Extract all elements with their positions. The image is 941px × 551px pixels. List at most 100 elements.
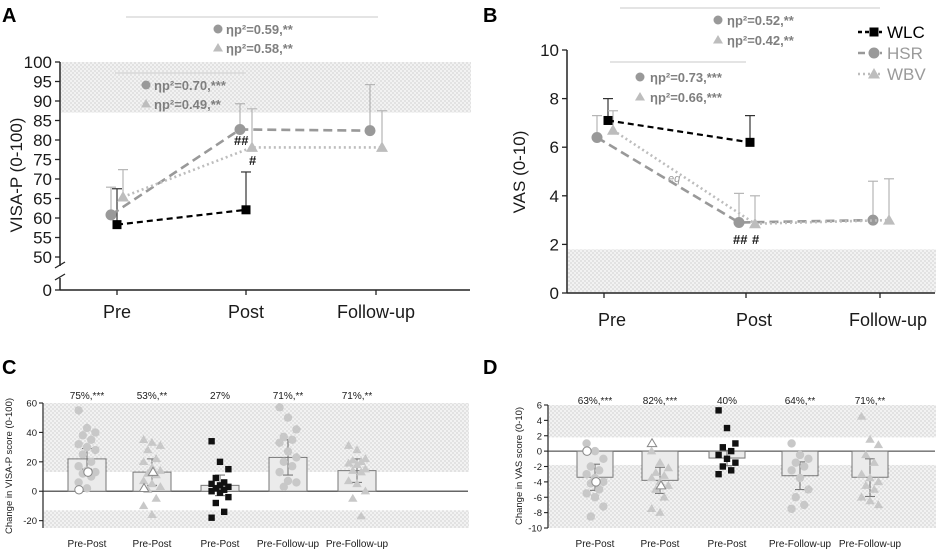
data-point	[348, 493, 358, 502]
data-point	[208, 488, 215, 495]
data-point-open	[591, 477, 601, 487]
data-point-wbv	[246, 141, 258, 152]
x-tick-label: Pre	[103, 302, 131, 322]
legend-symbol-hsr	[141, 80, 151, 90]
legend-symbol-wbv	[868, 68, 880, 79]
y-tick-label: 10	[540, 41, 559, 60]
legend-symbol-wbv	[635, 92, 645, 101]
data-point	[74, 406, 83, 415]
data-point	[138, 501, 149, 510]
x-tick-label: Pre-Post	[708, 539, 747, 550]
y-tick-label: 0	[550, 284, 559, 303]
reference-band-lower	[44, 510, 469, 528]
y-tick-label: 0	[32, 487, 37, 498]
axis-break-mark	[54, 273, 66, 281]
y-axis-title: VAS (0-10)	[510, 131, 529, 214]
data-point	[646, 504, 657, 512]
data-point-wbv	[376, 141, 388, 152]
legend-symbol-wbv	[713, 35, 723, 44]
data-point	[719, 444, 726, 451]
legend-symbol-wbv	[141, 99, 151, 108]
y-tick-label: -8	[534, 508, 542, 519]
x-tick-label: Pre-Post	[641, 539, 680, 550]
data-point-hsr	[364, 125, 376, 137]
chart-c: -20 0 20 40 60 Change in VISA-P score (0-100)…	[4, 391, 469, 550]
y-tick-label: -10	[528, 524, 542, 535]
data-point	[663, 463, 674, 472]
data-point	[279, 457, 288, 467]
data-point	[795, 450, 805, 460]
data-point-wbv	[749, 217, 761, 229]
data-point	[360, 486, 371, 495]
y-tick-label: 4	[550, 187, 559, 206]
data-point	[283, 447, 293, 456]
data-point	[288, 435, 297, 444]
data-point	[155, 465, 166, 474]
data-point-hsr	[105, 209, 117, 221]
y-tick-label: 0	[537, 447, 542, 458]
data-point	[221, 508, 228, 516]
data-point	[791, 458, 800, 467]
panel-label-c: C	[2, 357, 16, 379]
data-point	[856, 411, 867, 420]
response-label: 75%,***	[70, 391, 105, 402]
data-point	[865, 473, 875, 482]
y-tick-label: 80	[33, 131, 52, 150]
legend-label-hsr: HSR	[887, 44, 923, 63]
data-point	[856, 469, 867, 478]
data-point	[352, 479, 362, 488]
panel-label-d: D	[483, 357, 497, 379]
x-tick-label: Pre-Post	[133, 539, 172, 550]
data-point-wbv	[607, 124, 619, 135]
data-point	[78, 450, 88, 459]
data-point	[212, 499, 219, 507]
y-tick-label: 60	[26, 399, 37, 410]
data-point-wlc	[112, 220, 122, 230]
y-tick-label: 95	[33, 73, 52, 92]
response-label: 64%,**	[785, 396, 816, 407]
response-label: 71%,**	[855, 396, 886, 407]
y-tick-label: 90	[33, 92, 52, 111]
data-point-open	[74, 485, 84, 495]
data-point	[356, 457, 366, 466]
x-tick-label: Pre-Post	[576, 539, 615, 550]
panel-label-b: B	[483, 5, 497, 27]
data-point	[787, 504, 796, 513]
data-point	[208, 480, 215, 488]
data-point	[655, 457, 665, 466]
x-tick-label: Pre-Follow-up	[326, 539, 389, 550]
data-point	[590, 446, 600, 456]
data-point-open	[655, 480, 667, 490]
data-point	[82, 423, 92, 433]
legend-symbol-hsr	[213, 24, 223, 34]
data-point	[74, 462, 83, 471]
data-point	[225, 483, 232, 491]
x-tick-label: Pre-Follow-up	[839, 539, 902, 550]
data-point	[599, 477, 608, 487]
y-tick-label: 4	[537, 416, 542, 427]
data-point	[651, 467, 661, 476]
significance-mark: ##	[234, 133, 249, 148]
data-point-open	[83, 467, 93, 477]
data-point	[861, 481, 871, 489]
data-point-wlc	[241, 205, 251, 215]
data-point	[216, 482, 224, 489]
data-point	[715, 451, 722, 459]
data-point	[225, 465, 232, 473]
data-point	[861, 450, 871, 459]
data-point	[856, 492, 867, 501]
reference-band	[568, 249, 936, 293]
data-point	[87, 457, 96, 467]
significance-mark: ##	[733, 232, 748, 247]
data-point	[343, 476, 354, 485]
series-line-hsr	[596, 136, 874, 224]
data-point	[292, 425, 301, 434]
x-tick-label: Pre-Follow-up	[769, 539, 832, 550]
effect-size-label: ηp²=0.66,***	[650, 90, 723, 105]
data-point	[582, 489, 591, 498]
y-tick-label: 6	[550, 138, 559, 157]
legend-label-wbv: WBV	[887, 65, 926, 84]
data-point	[147, 479, 157, 488]
effect-size-label: ηp²=0.52,**	[727, 13, 795, 28]
data-point	[147, 438, 157, 446]
